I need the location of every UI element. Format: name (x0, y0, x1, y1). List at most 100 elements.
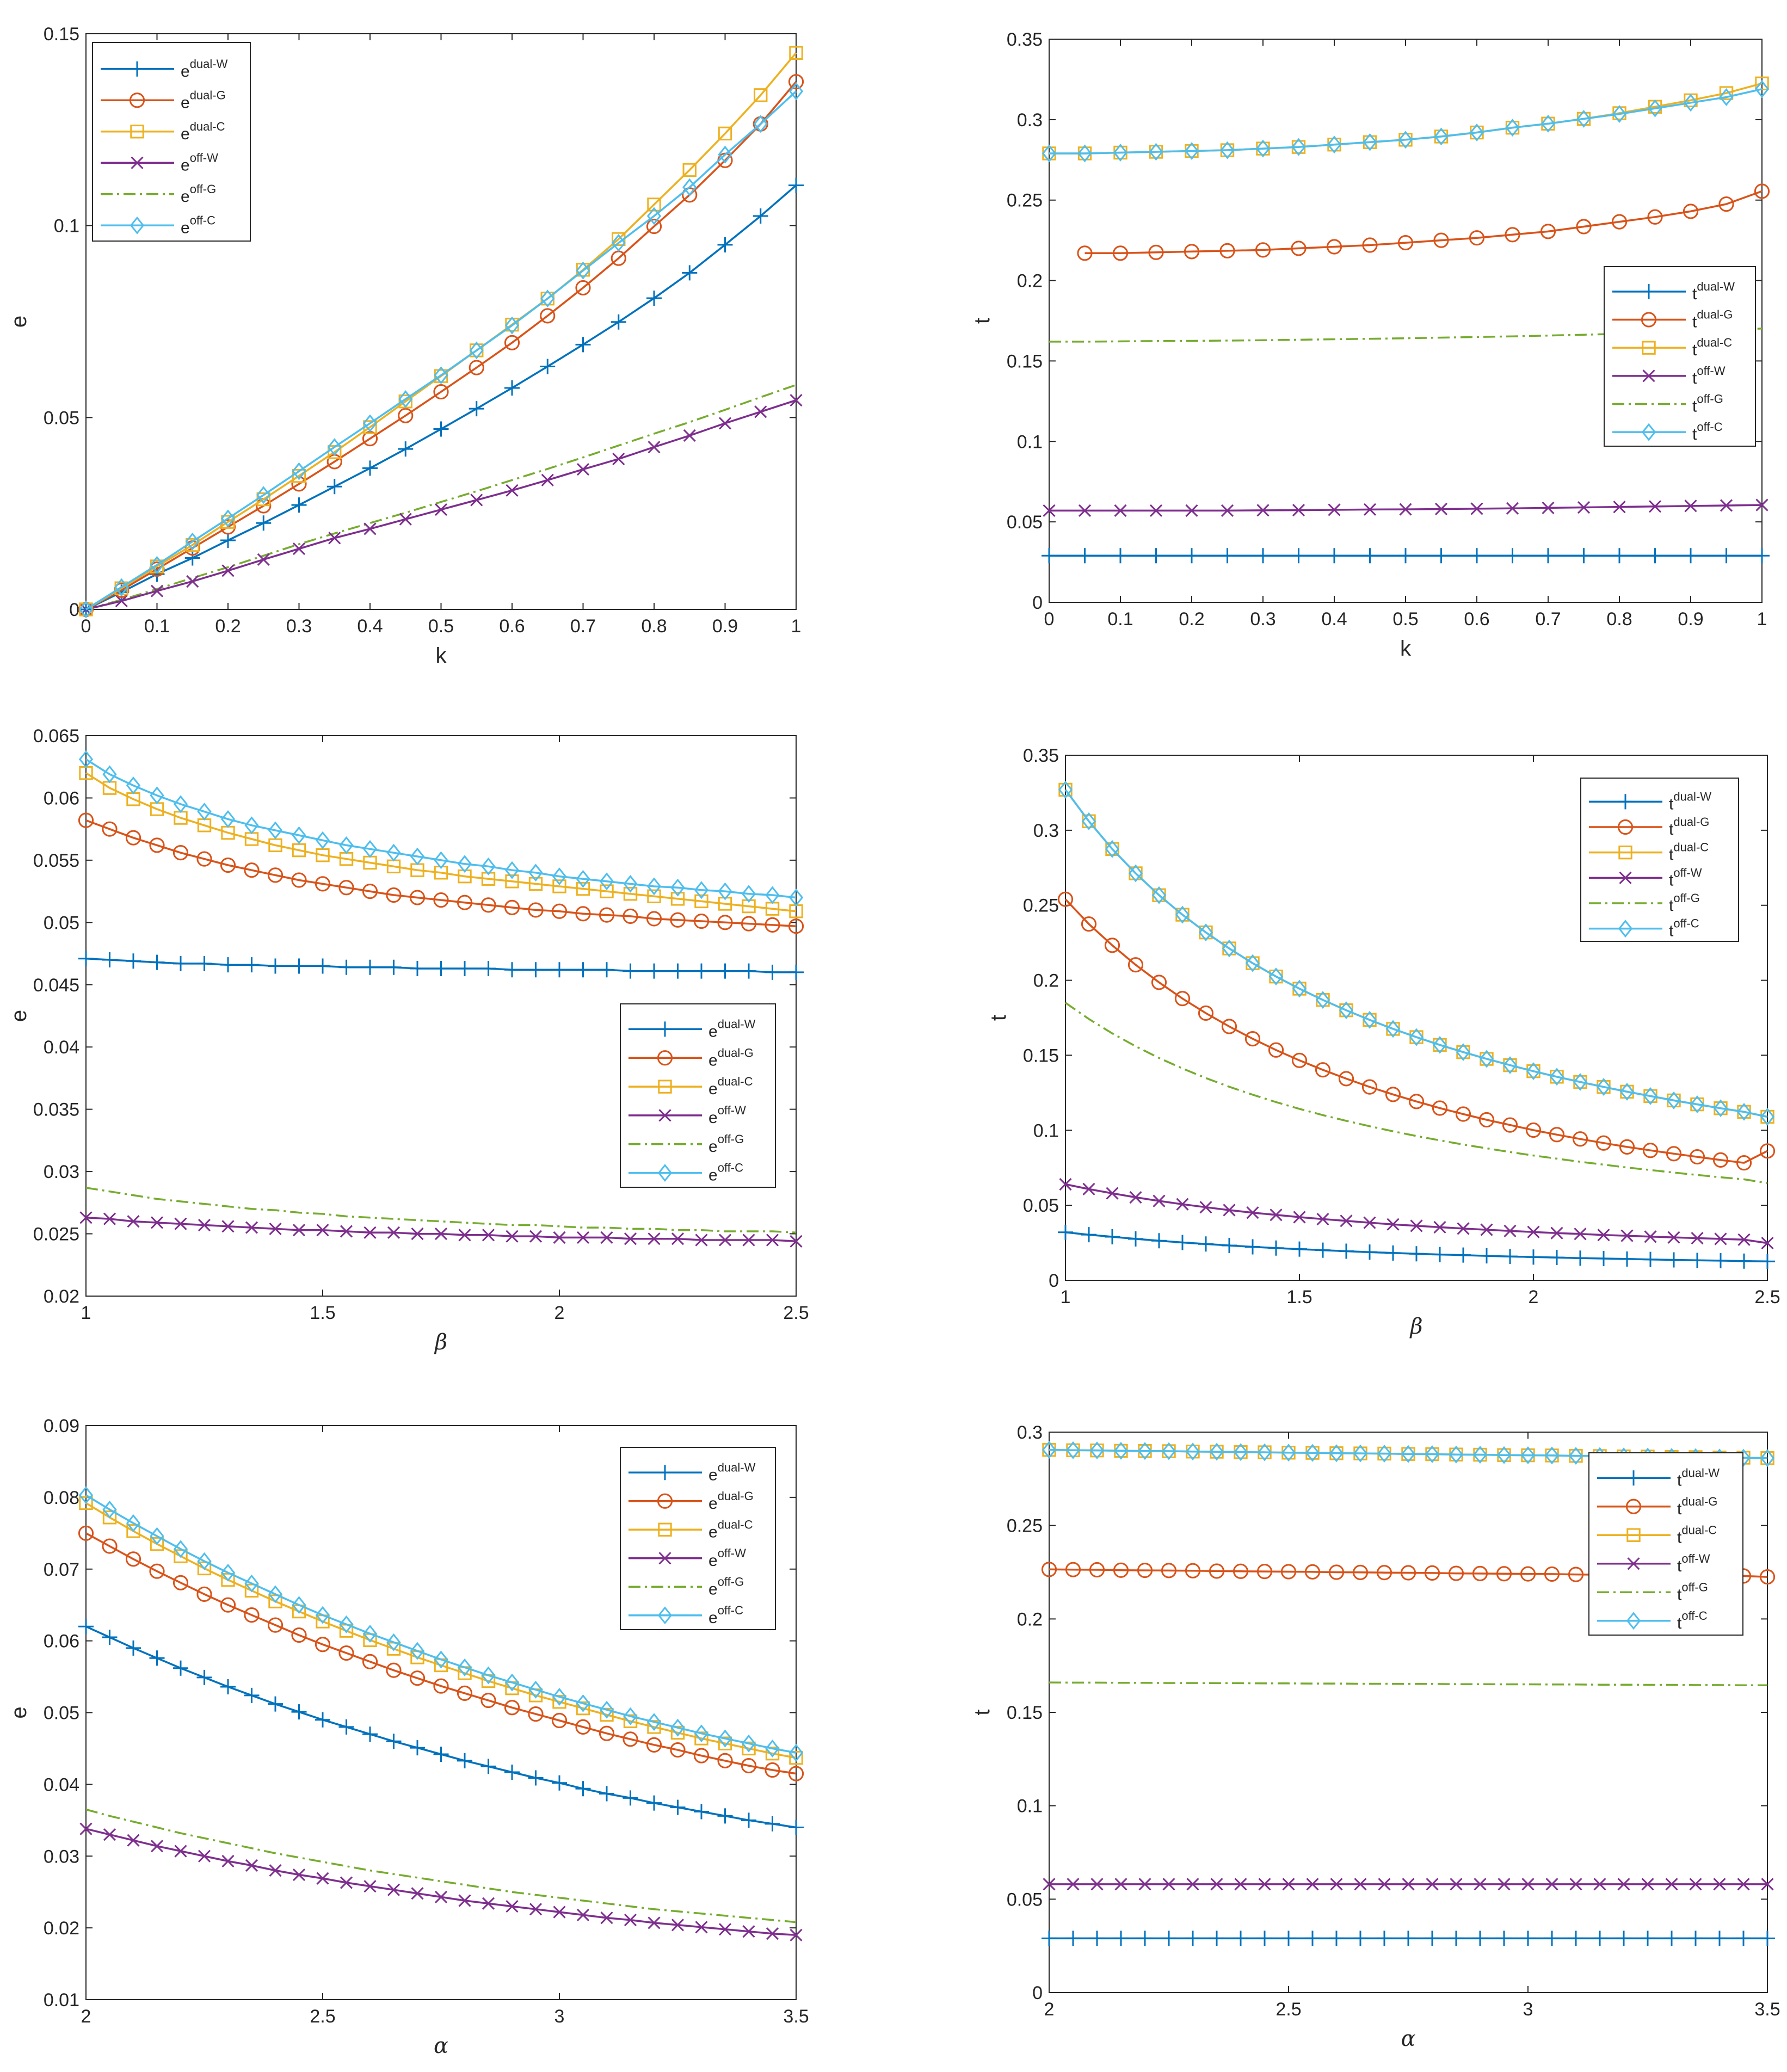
data-point-off-W (790, 394, 803, 407)
legend-marker-off-C (130, 216, 145, 235)
data-point-off-C (765, 886, 780, 904)
data-point-off-W (718, 417, 732, 430)
data-point-dual-G (1174, 991, 1191, 1007)
data-point-off-C (1683, 94, 1698, 112)
legend-marker-off-C (1626, 1612, 1641, 1630)
data-point-dual-W (244, 957, 260, 973)
data-point-off-W (1306, 1878, 1319, 1891)
legend-entry-sup: dual-G (718, 1489, 754, 1503)
legend-entry-base: e (181, 94, 190, 112)
data-point-dual-G (1198, 1005, 1214, 1021)
data-point-off-W (1613, 501, 1626, 514)
data-point-off-C (1089, 1441, 1105, 1460)
data-point-off-W (1067, 1878, 1080, 1891)
data-point-dual-C (789, 1750, 803, 1765)
data-point-dual-W (552, 962, 567, 978)
data-point-dual-G (338, 880, 354, 896)
legend-marker-off-C (657, 1164, 673, 1182)
data-point-dual-W (1713, 1253, 1728, 1268)
data-point-off-W (1617, 1878, 1630, 1891)
legend-entry: tdual-W (1669, 790, 1711, 813)
data-point-dual-W (1401, 1931, 1416, 1946)
data-point-off-C (611, 234, 626, 252)
legend-entry-base: t (1692, 369, 1697, 387)
legend-entry-base: e (708, 1552, 718, 1570)
legend-marker-dual-W (1641, 283, 1656, 299)
y-tick-label: 0.09 (44, 1416, 79, 1436)
data-point-off-C (552, 867, 567, 886)
data-point-off-W (269, 1222, 282, 1235)
data-point-dual-G (1221, 1019, 1237, 1034)
series-off-C (78, 750, 804, 906)
y-axis-label: e (7, 1010, 31, 1022)
data-point-dual-W (694, 963, 709, 979)
legend-entry: eoff-W (708, 1103, 746, 1127)
data-point-dual-G (220, 1597, 236, 1613)
data-point-off-C (469, 341, 484, 360)
legend-entry: eoff-C (708, 1604, 743, 1627)
data-point-dual-G (1505, 227, 1520, 243)
data-point-off-C (1042, 144, 1057, 163)
data-point-off-C (788, 82, 804, 101)
data-point-off-C (315, 1606, 330, 1624)
data-point-dual-W (682, 265, 698, 281)
legend-marker-dual-G (1617, 819, 1634, 835)
data-point-off-W (1761, 1878, 1774, 1891)
data-point-dual-G (741, 916, 757, 932)
legend-entry-sup: dual-C (190, 120, 225, 133)
data-point-dual-G (1113, 1562, 1129, 1578)
data-point-off-C (1362, 1010, 1377, 1029)
data-point-dual-W (1616, 1931, 1631, 1946)
data-point-dual-W (1760, 1931, 1775, 1946)
data-point-off-W (683, 429, 696, 442)
data-point-dual-G (362, 1654, 378, 1669)
data-point-off-C (398, 390, 413, 408)
data-point-off-C (386, 1633, 401, 1651)
data-point-off-C (78, 750, 94, 768)
data-point-dual-G (1057, 891, 1074, 907)
data-point-dual-G (315, 876, 331, 892)
data-point-off-W (1737, 1878, 1750, 1891)
data-point-dual-G (409, 1670, 426, 1686)
data-point-off-C (102, 1500, 117, 1519)
legend-entry-base: t (1669, 922, 1674, 940)
data-point-off-C (1327, 135, 1342, 154)
y-axis-label: t (970, 1709, 994, 1715)
legend-marker-off-W (658, 1109, 671, 1122)
data-point-off-W (1129, 1191, 1142, 1204)
data-point-off-C (646, 207, 662, 225)
x-tick-label: 3.5 (783, 2006, 809, 2027)
data-point-dual-G (1576, 219, 1592, 235)
data-point-off-W (221, 1854, 235, 1868)
data-point-dual-G (1081, 916, 1097, 932)
legend-marker-dual-C (1626, 1528, 1641, 1542)
legend-entry-base: e (708, 1080, 718, 1098)
data-point-off-W (434, 1227, 448, 1241)
x-tick-label: 3 (554, 2006, 565, 2027)
x-tick-label: 0.1 (144, 616, 170, 637)
legend-entry: tdual-G (1692, 308, 1733, 331)
y-tick-label: 0.01 (44, 1990, 79, 2011)
x-tick-label: 0 (1044, 609, 1055, 630)
data-point-off-W (1043, 1878, 1056, 1891)
data-point-off-C (646, 877, 662, 896)
x-tick-label: 2.5 (1275, 1999, 1301, 2020)
legend-entry: edual-C (181, 120, 225, 143)
data-point-dual-G (386, 887, 402, 903)
y-tick-label: 0.06 (44, 1631, 79, 1652)
legend-marker-dual-C (1618, 845, 1632, 860)
data-point-dual-W (575, 1781, 591, 1797)
data-point-off-W (612, 452, 625, 466)
data-point-dual-G (1759, 1143, 1776, 1159)
data-point-off-C (481, 857, 496, 875)
legend-marker-off-C (1641, 423, 1656, 441)
y-tick-label: 0.07 (44, 1559, 79, 1580)
data-point-off-W (576, 1908, 590, 1921)
data-point-off-C (670, 1718, 685, 1737)
data-point-dual-G (149, 1563, 165, 1579)
series-off-W (1059, 1177, 1774, 1250)
legend-entry-sup: dual-C (718, 1518, 753, 1531)
y-tick-label: 0.065 (33, 726, 79, 747)
